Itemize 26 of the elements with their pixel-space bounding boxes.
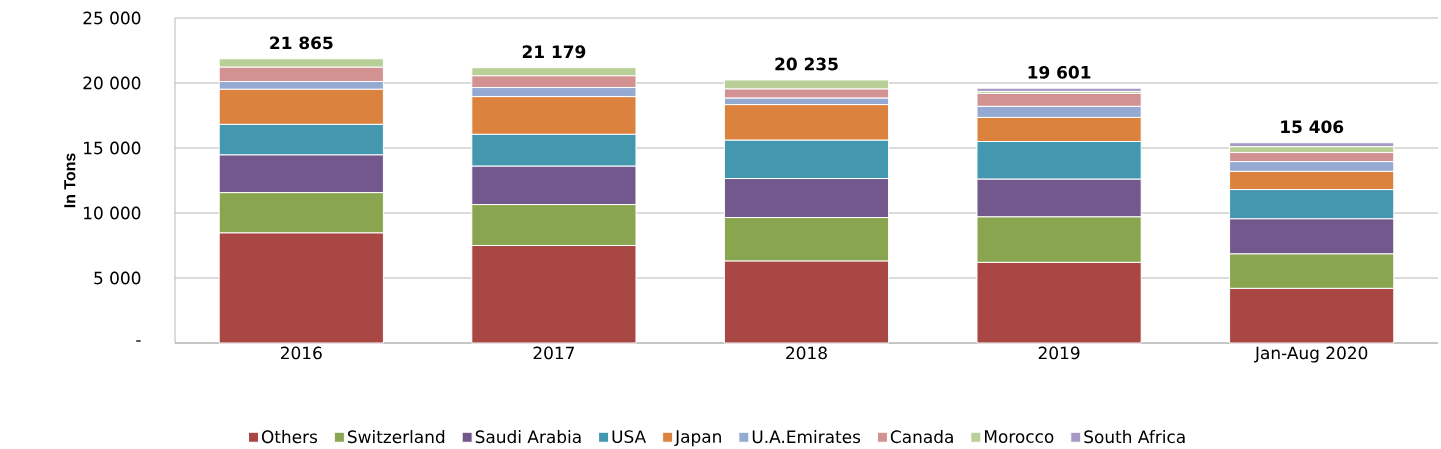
legend-label: USA xyxy=(612,430,647,444)
legend-label: Others xyxy=(261,430,318,444)
legend-label: Canada xyxy=(890,430,953,444)
legend-label: U.A.Emirates xyxy=(752,430,861,444)
y-tick-label: - xyxy=(136,340,141,342)
y-tick-label: 25 000 xyxy=(83,11,141,25)
y-tick-label: 20 000 xyxy=(83,76,141,90)
x-tick-label: Jan-Aug 2020 xyxy=(1254,346,1368,363)
y-tick-label: 10 000 xyxy=(84,206,141,220)
x-tick-label: 2016 xyxy=(280,346,322,360)
y-tick-label: 5 000 xyxy=(94,271,141,285)
total-label: 21 179 xyxy=(522,45,586,59)
x-tick-label: 2017 xyxy=(533,346,574,360)
y-axis-title: In Tons xyxy=(64,153,76,208)
legend-label: Morocco xyxy=(985,430,1054,443)
y-tick-label: 15 000 xyxy=(84,141,141,155)
legend-label: Switzerland xyxy=(347,430,445,444)
total-label: 21 865 xyxy=(270,36,333,50)
total-label: 15 406 xyxy=(1281,120,1344,134)
legend-label: South Africa xyxy=(1084,430,1185,444)
legend-label: Japan xyxy=(674,430,721,447)
legend-label: Saudi Arabia xyxy=(475,430,581,444)
x-tick-label: 2019 xyxy=(1038,346,1080,360)
total-label: 19 601 xyxy=(1028,65,1091,79)
x-tick-label: 2018 xyxy=(786,346,827,360)
total-label: 20 235 xyxy=(775,57,838,71)
